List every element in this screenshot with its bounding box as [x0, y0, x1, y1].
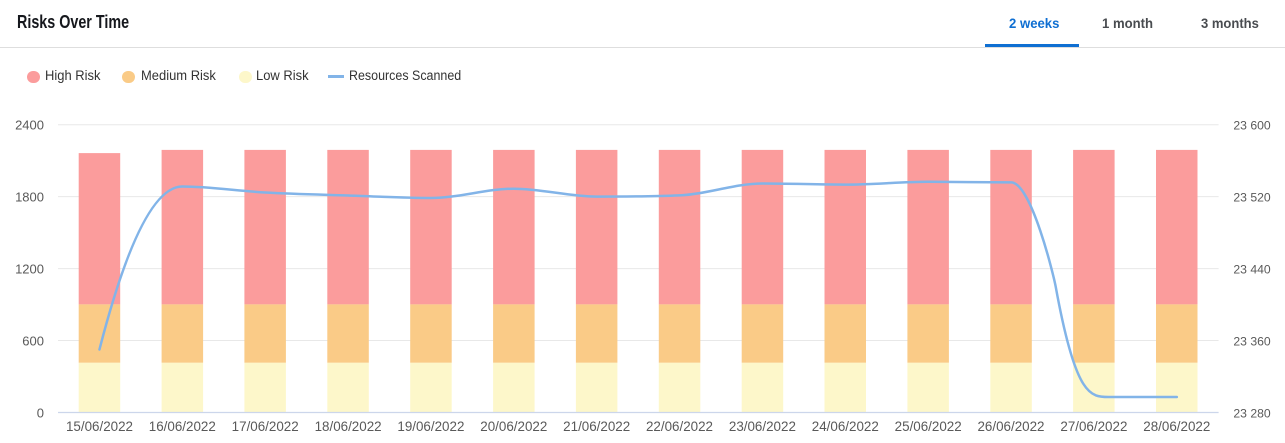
svg-text:2400: 2400	[15, 118, 44, 133]
svg-text:27/06/2022: 27/06/2022	[1060, 419, 1127, 434]
svg-text:0: 0	[37, 406, 44, 421]
svg-text:28/06/2022: 28/06/2022	[1143, 419, 1210, 434]
svg-text:1200: 1200	[15, 262, 44, 277]
svg-text:15/06/2022: 15/06/2022	[66, 419, 133, 434]
svg-text:19/06/2022: 19/06/2022	[397, 419, 464, 434]
svg-text:20/06/2022: 20/06/2022	[480, 419, 547, 434]
svg-text:23 360: 23 360	[1233, 334, 1270, 348]
svg-text:23 520: 23 520	[1233, 190, 1270, 204]
svg-text:22/06/2022: 22/06/2022	[646, 419, 713, 434]
svg-text:26/06/2022: 26/06/2022	[977, 419, 1044, 434]
svg-text:600: 600	[22, 334, 44, 349]
svg-text:23/06/2022: 23/06/2022	[729, 419, 796, 434]
svg-text:23 600: 23 600	[1233, 119, 1270, 133]
svg-text:24/06/2022: 24/06/2022	[812, 419, 879, 434]
svg-text:17/06/2022: 17/06/2022	[232, 419, 299, 434]
svg-text:23 280: 23 280	[1233, 406, 1270, 420]
svg-text:25/06/2022: 25/06/2022	[895, 419, 962, 434]
svg-text:21/06/2022: 21/06/2022	[563, 419, 630, 434]
svg-text:16/06/2022: 16/06/2022	[149, 419, 216, 434]
svg-text:18/06/2022: 18/06/2022	[315, 419, 382, 434]
svg-text:23 440: 23 440	[1233, 262, 1270, 276]
svg-text:1800: 1800	[15, 190, 44, 205]
